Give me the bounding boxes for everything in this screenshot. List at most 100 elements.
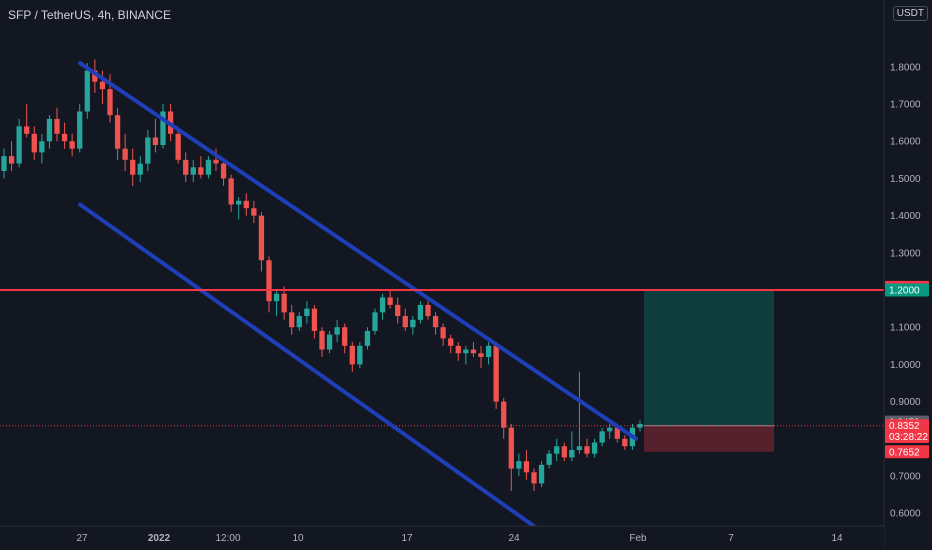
candle	[220, 159, 227, 186]
candle-body	[243, 200, 249, 209]
candle-body	[46, 118, 53, 142]
candle	[372, 308, 378, 335]
candle-body	[54, 118, 60, 134]
candle	[379, 293, 386, 320]
candle	[357, 342, 363, 369]
candle-body	[190, 167, 196, 175]
candle	[213, 148, 219, 172]
candle-body	[508, 427, 514, 469]
time-tick-label: 14	[831, 533, 843, 544]
candle-body	[198, 167, 204, 175]
candle-body	[152, 137, 159, 145]
candle-body	[425, 304, 431, 317]
time-tick-label: 2022	[148, 533, 171, 544]
price-tick-label: 1.5000	[890, 174, 921, 185]
candles	[1, 59, 643, 491]
candle	[1, 148, 7, 179]
candle	[54, 107, 60, 142]
candle	[198, 156, 204, 179]
candle-body	[501, 401, 507, 428]
candle	[402, 308, 408, 331]
candle-body	[379, 297, 386, 313]
candle-body	[591, 442, 598, 454]
price-tick-label: 1.8000	[890, 62, 921, 73]
candle-body	[485, 345, 492, 357]
candle	[145, 130, 151, 172]
candle	[311, 304, 318, 339]
candle-body	[175, 133, 181, 160]
price-tick-label: 1.1000	[890, 323, 921, 334]
candle-body	[137, 163, 143, 175]
candle	[326, 330, 333, 354]
price-badge-bg	[885, 419, 929, 433]
candle-body	[387, 297, 393, 305]
candle	[561, 442, 567, 462]
candle	[61, 122, 68, 149]
candle-body	[228, 178, 234, 205]
candle	[92, 59, 98, 93]
candle	[546, 449, 552, 469]
candle	[395, 297, 401, 324]
price-axis[interactable]: 1.8000 1.7000 1.6000 1.5000 1.4000 1.3000 1.10…	[883, 0, 932, 550]
candle-body	[561, 446, 567, 458]
currency-badge[interactable]: USDT	[892, 6, 928, 21]
candle-body	[576, 446, 583, 450]
candle-body	[538, 464, 545, 484]
candle-body	[357, 345, 363, 365]
candle-body	[440, 327, 446, 339]
candle-body	[61, 133, 68, 142]
candle-body	[372, 312, 378, 331]
candle-body	[220, 163, 227, 179]
price-tick-label: 0.9000	[890, 397, 921, 408]
candle-body	[607, 427, 613, 432]
price-badge-bg	[885, 430, 929, 444]
time-tick-label: Feb	[629, 533, 647, 544]
candle-body	[251, 208, 257, 216]
candle	[508, 423, 514, 491]
price-badge: 1.2000	[885, 283, 929, 297]
price-badge: 03:28:22	[885, 430, 929, 444]
drawings[interactable]	[0, 61, 884, 534]
channel-upper-line	[78, 61, 638, 441]
candle-body	[569, 449, 575, 458]
candle	[296, 312, 302, 331]
candle	[410, 316, 416, 335]
candle-body	[622, 438, 628, 447]
candle	[46, 115, 53, 149]
candle	[183, 152, 189, 183]
candle-body	[130, 159, 136, 175]
symbol-title[interactable]: SFP / TetherUS, 4h, BINANCE	[8, 8, 171, 22]
price-badge-label: 1.2000	[889, 286, 920, 297]
candle	[584, 438, 590, 458]
candle	[273, 290, 280, 317]
candle-body	[455, 345, 461, 354]
candle-body	[160, 111, 166, 145]
time-tick-label: 12:00	[215, 533, 240, 544]
price-tick-label: 1.3000	[890, 248, 921, 259]
candle	[16, 118, 22, 168]
time-axis[interactable]: 27 2022 12:00 10 17 24 Feb 7 14	[0, 525, 884, 550]
candle	[228, 174, 234, 212]
candle	[523, 449, 530, 480]
profit-zone	[644, 290, 774, 426]
candle	[364, 327, 371, 350]
candle-body	[410, 319, 416, 328]
price-badge: 0.7652	[885, 445, 929, 459]
candle-body	[24, 126, 30, 134]
candle-body	[289, 312, 295, 328]
candle	[478, 345, 484, 369]
position-tool[interactable]	[0, 290, 884, 452]
stop-zone	[644, 425, 774, 452]
candle	[501, 397, 507, 439]
candle-body	[122, 148, 128, 160]
candle	[425, 301, 431, 320]
candle	[114, 107, 121, 160]
candle-body	[402, 316, 408, 328]
candle	[137, 156, 143, 183]
candle-body	[77, 111, 83, 149]
price-tick-label: 1.7000	[890, 100, 921, 111]
candle-body	[8, 156, 15, 164]
candle-body	[69, 141, 75, 149]
